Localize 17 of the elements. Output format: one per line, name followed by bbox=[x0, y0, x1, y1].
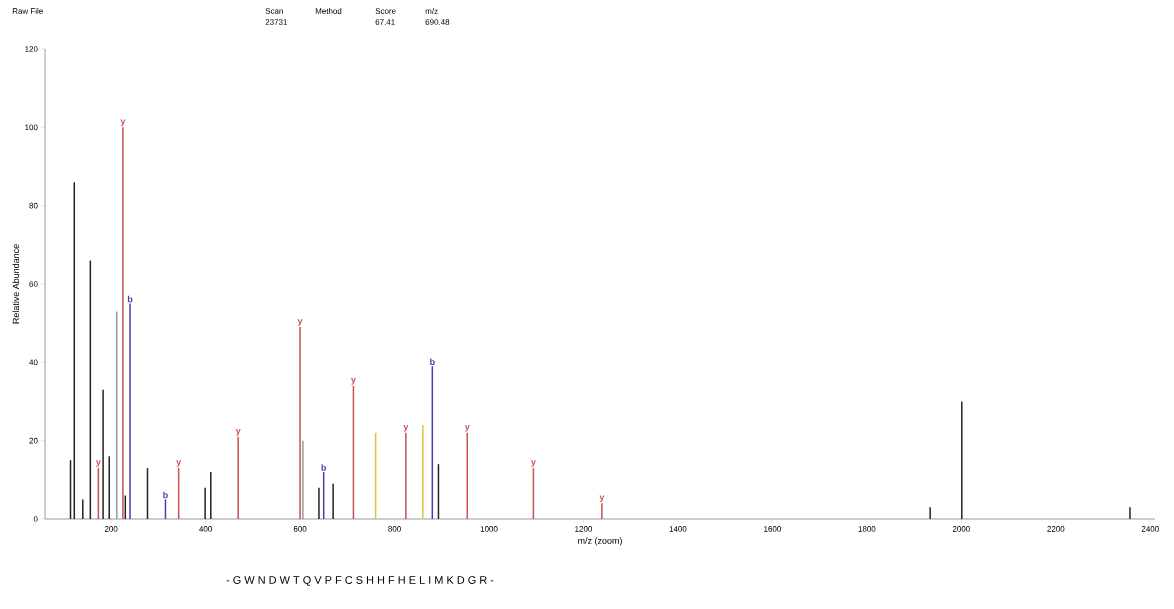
annotation: y bbox=[120, 119, 126, 127]
annotation: b bbox=[430, 358, 435, 366]
annotation: b bbox=[321, 464, 327, 471]
annotation: y bbox=[176, 460, 182, 467]
annotation: y bbox=[599, 495, 605, 503]
annotation: b bbox=[163, 491, 168, 499]
annotation: y bbox=[403, 425, 409, 432]
x-axis-title: m/z (zoom) bbox=[578, 537, 622, 546]
annotation: y bbox=[95, 460, 101, 467]
annotation: y bbox=[351, 378, 356, 385]
text: - G W N D W T Q V P F C S H H F H E L I M K D G R - bbox=[226, 576, 494, 586]
annotation: y bbox=[530, 460, 536, 467]
annotation: b bbox=[127, 295, 133, 303]
y-axis-title: Relative Abundance bbox=[12, 244, 20, 324]
annotation: y bbox=[297, 319, 303, 326]
annotation: y bbox=[464, 425, 470, 432]
annotation: y bbox=[235, 428, 241, 436]
